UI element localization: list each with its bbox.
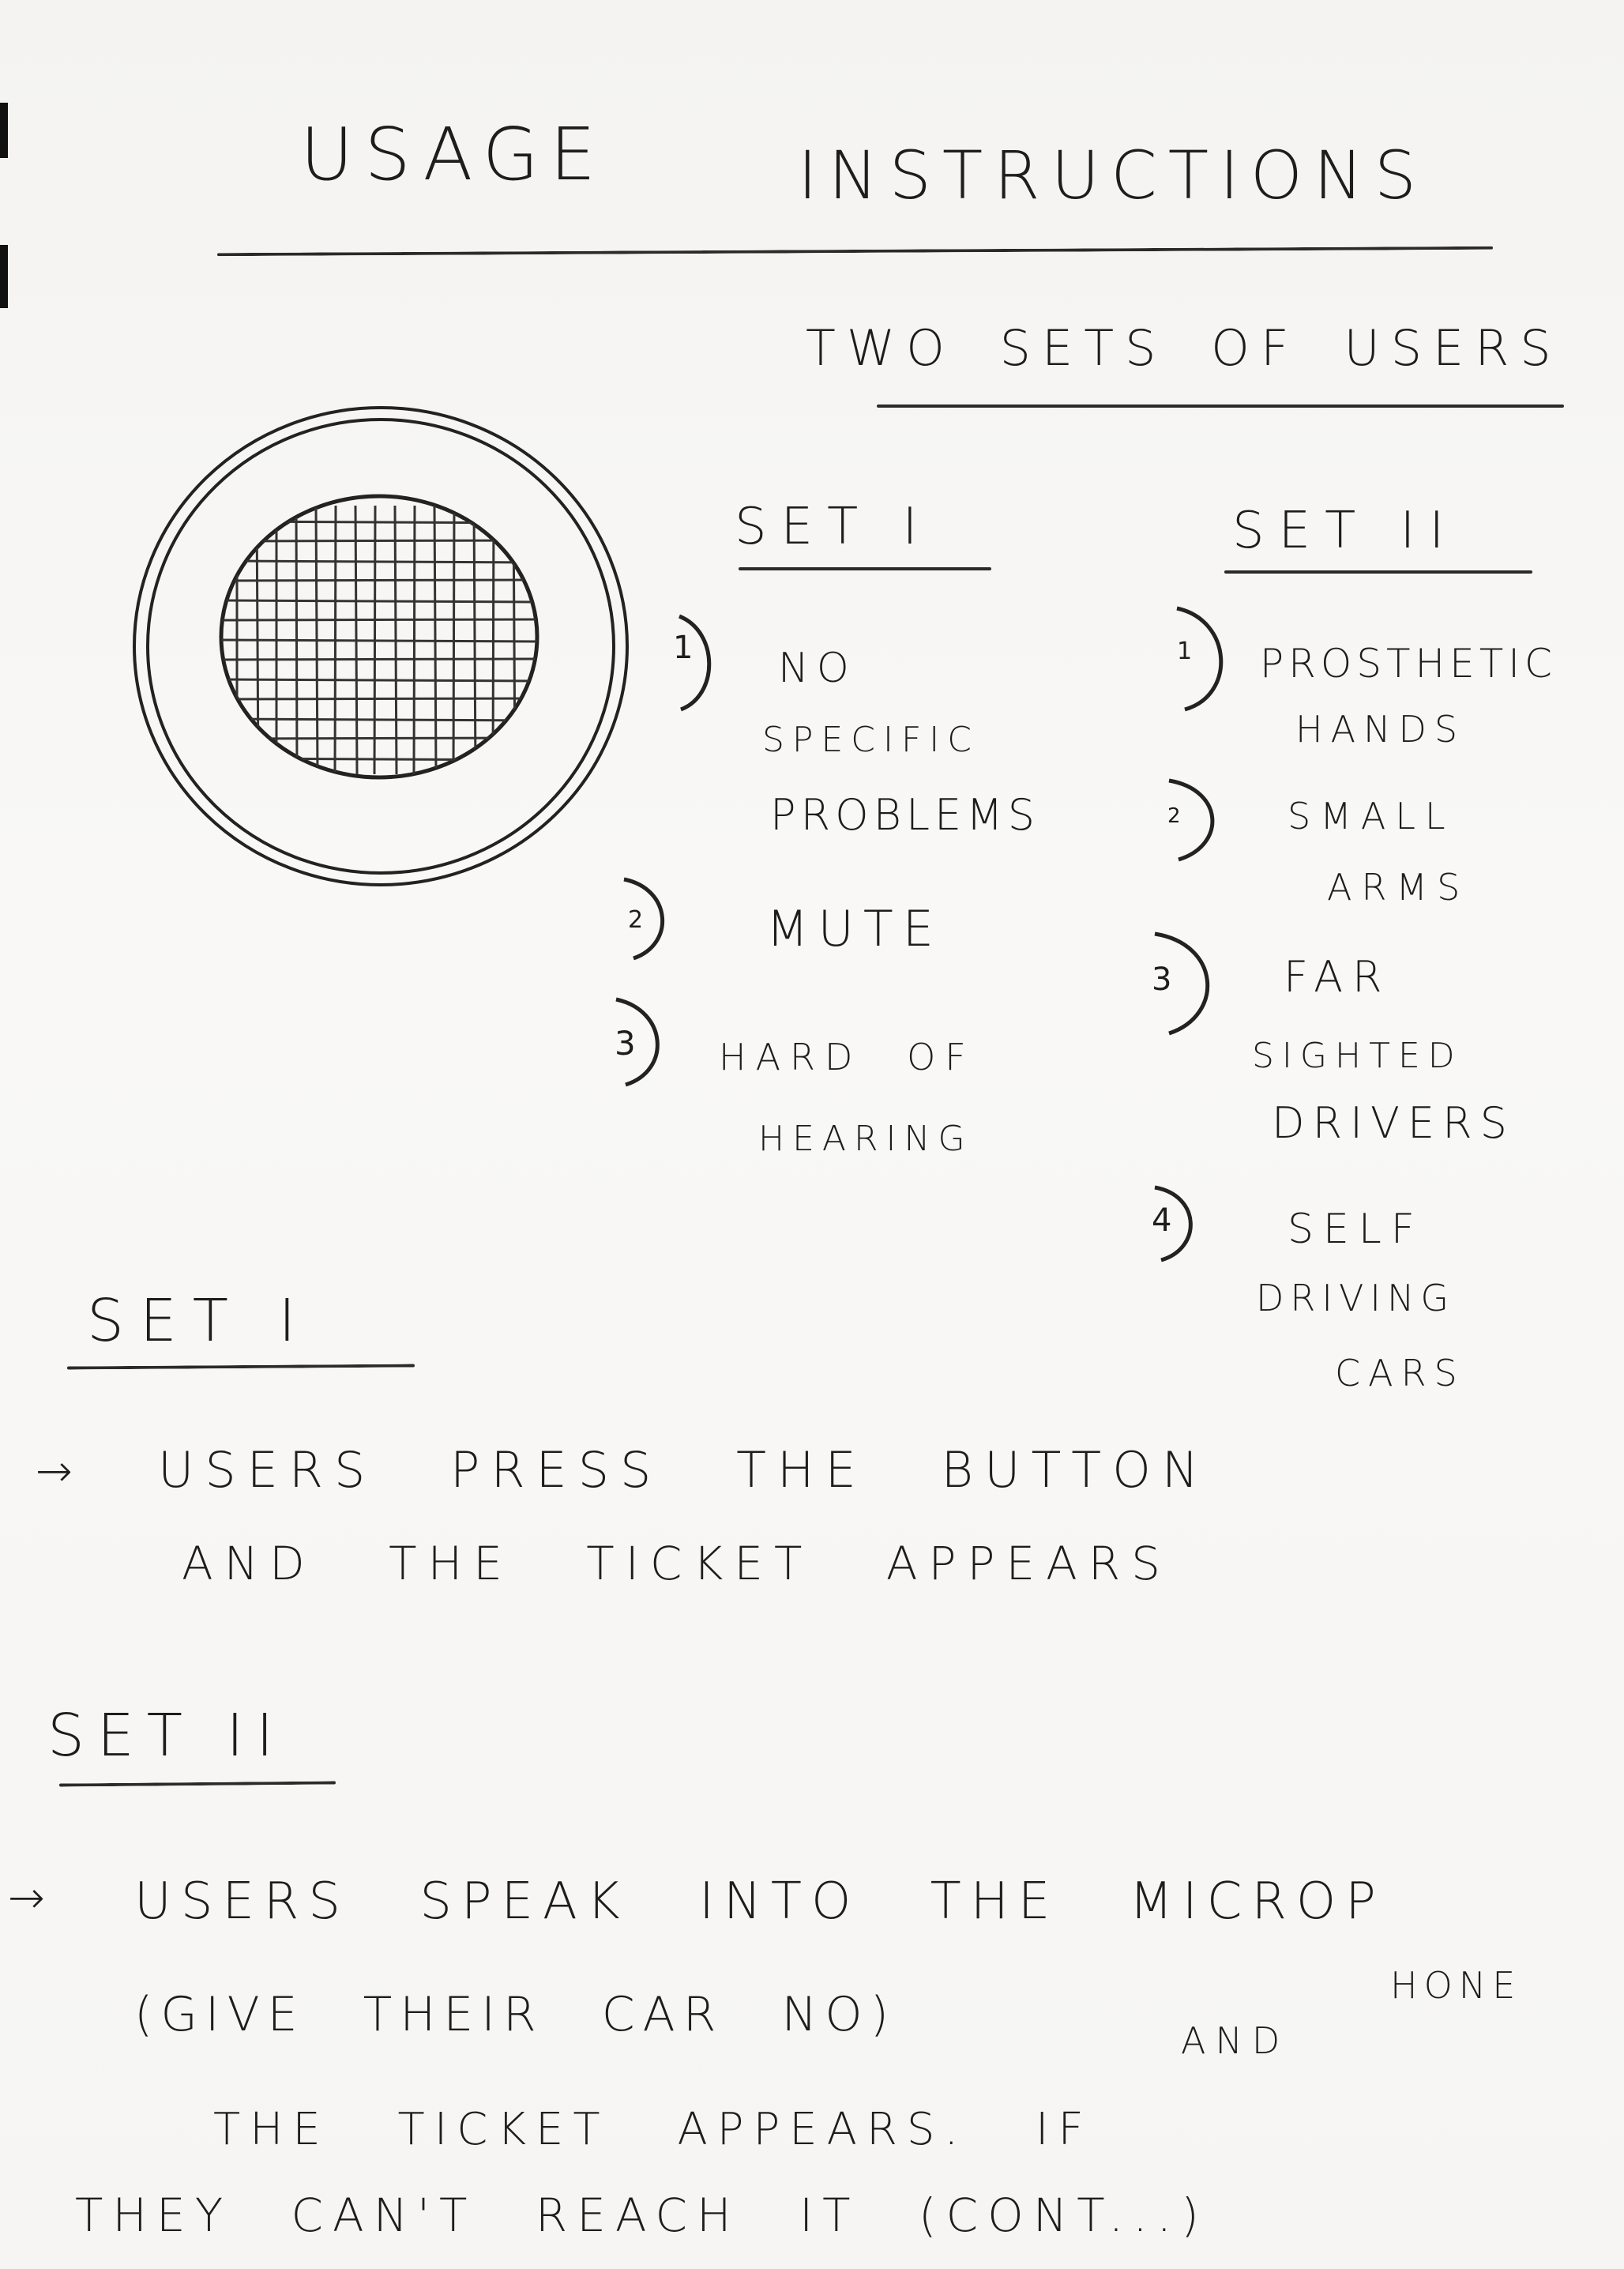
section-set2-line2-end: and (1181, 2019, 1290, 2062)
section-set1-line1: Users press the button (158, 1441, 1210, 1499)
set2-item-4-line2: Driving (1256, 1277, 1456, 1319)
set2-item-4-bracket (1154, 1185, 1193, 1262)
set2-item-4-line1: Self (1288, 1206, 1424, 1253)
set2-item-1-line1: Prosthetic (1260, 641, 1557, 687)
section-set2-line4: they can't reach it (cont...) (75, 2188, 1209, 2242)
set1-item-3-bracket (615, 997, 660, 1087)
set1-item-3-line1: Hard of (719, 1036, 976, 1078)
set2-item-2-line1: Small (1288, 795, 1455, 837)
section-set2-underline (58, 1781, 336, 1787)
set2-item-1-line2: Hands (1295, 708, 1466, 751)
set1-item-2-line1: Mute (766, 900, 943, 958)
set1-column-heading: Set I (735, 498, 932, 556)
set2-item-1-number: 1 (1177, 638, 1193, 665)
set2-column-heading: Set II (1232, 502, 1459, 560)
set2-item-3-line2: Sighted (1252, 1036, 1463, 1076)
set2-item-2-line2: Arms (1327, 866, 1470, 909)
section-set2-line1-continuation: hone (1390, 1964, 1522, 2007)
set2-item-2-number: 2 (1167, 804, 1181, 828)
title-underline (217, 246, 1493, 257)
section-set2-line3: the ticket appears. If (213, 2104, 1093, 2155)
section-set1-arrow: → (36, 1446, 73, 1497)
set2-item-1-bracket (1176, 606, 1224, 712)
section-set2-arrow: → (8, 1872, 45, 1924)
set1-item-1-line2: specific (762, 720, 979, 760)
set2-item-3-line1: Far (1284, 952, 1392, 1002)
set1-column-underline (739, 567, 991, 570)
set2-item-4-line3: Cars (1335, 1352, 1465, 1394)
set2-item-4-number: 4 (1152, 1202, 1172, 1239)
subtitle: Two sets of users (806, 319, 1562, 377)
page-title-word-1: Usage (300, 112, 607, 197)
section-set2-line2: (Give their car No) (134, 1987, 897, 2042)
page-title-word-2: Instructions (798, 137, 1428, 214)
section-set2-heading: Set II (47, 1702, 287, 1770)
set1-item-3-line2: Hearing (758, 1119, 973, 1159)
subtitle-underline (877, 405, 1564, 408)
set2-item-3-bracket (1154, 931, 1210, 1036)
set1-item-1-line1: No (778, 645, 857, 692)
page-edge-mark (0, 245, 8, 308)
set2-item-3-number: 3 (1152, 961, 1172, 998)
set1-item-3-number: 3 (615, 1024, 636, 1063)
set2-column-underline (1224, 570, 1532, 574)
set2-item-3-line3: Drivers (1272, 1098, 1515, 1148)
section-set1-heading: Set I (87, 1287, 312, 1355)
speaker-grille-icon (133, 406, 629, 886)
set2-item-2-bracket (1168, 778, 1215, 862)
page-edge-mark (0, 103, 8, 158)
set1-item-2-number: 2 (628, 906, 644, 934)
section-set1-line2: and the ticket appears (182, 1537, 1171, 1590)
set1-item-1-line3: Problems (770, 790, 1040, 840)
section-set1-underline (66, 1364, 415, 1370)
set1-item-2-bracket (623, 877, 664, 961)
section-set2-line1: Users speak into the microp (134, 1872, 1385, 1931)
set1-item-1-bracket (678, 614, 712, 712)
set1-item-1-number: 1 (673, 630, 694, 666)
